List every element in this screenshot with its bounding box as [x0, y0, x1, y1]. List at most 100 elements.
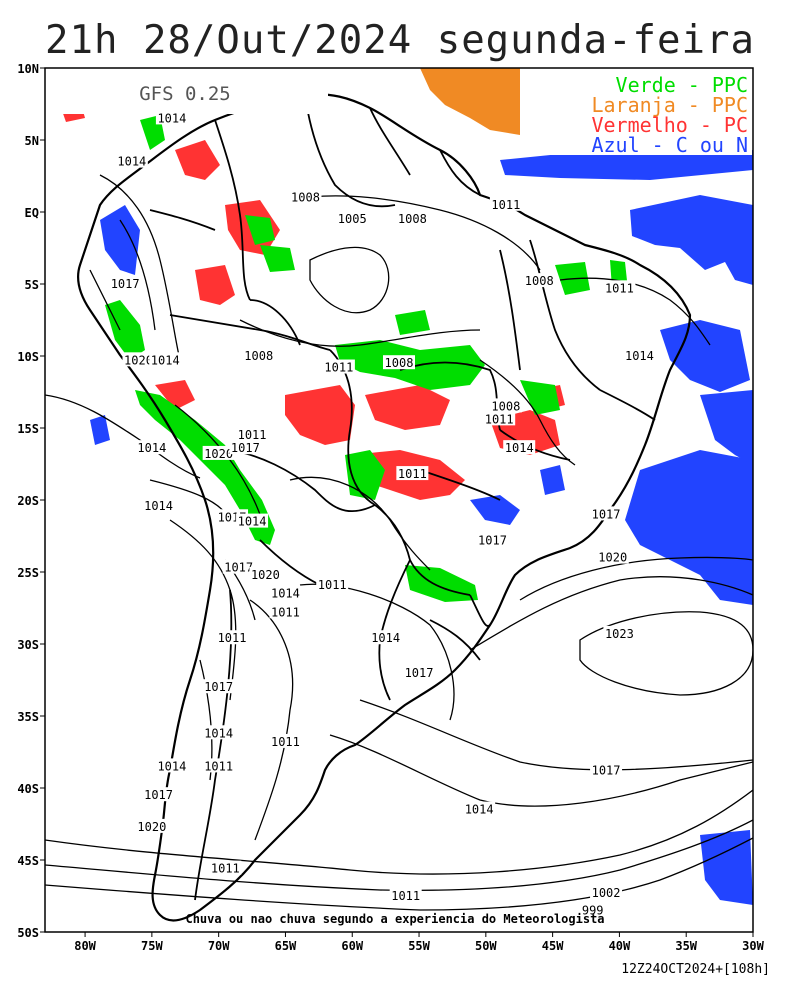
lat-tick-label: 30S	[17, 638, 39, 652]
isobar-label-bg	[463, 801, 496, 816]
map-title: 21h 28/Out/2024 segunda-feira	[45, 18, 755, 63]
isobar-label: 1020	[598, 551, 627, 565]
isobar-label: 1014	[204, 726, 233, 740]
isobar-label-bg	[603, 625, 636, 640]
run-info: 12Z24OCT2024+[108h]	[621, 962, 770, 977]
isobar-label-bg	[316, 576, 349, 591]
isobar-line	[45, 837, 753, 911]
precip-area-blue	[470, 495, 520, 525]
isobar-label-bg	[115, 153, 148, 168]
isobar-label-bg	[236, 513, 269, 528]
isobar-label: 1023	[605, 627, 634, 641]
border-line	[229, 449, 376, 513]
continent-outline	[76, 93, 692, 922]
isobar-line	[174, 404, 263, 521]
isobar-line	[249, 599, 294, 841]
isobar-line	[239, 319, 481, 347]
lon-tick-label: 55W	[408, 939, 430, 953]
model-label-box	[48, 72, 328, 114]
footer-caption: Chuva ou nao chuva segundo a experiencia…	[185, 912, 604, 926]
isobar-label: 1011	[605, 281, 634, 295]
border-line	[599, 389, 656, 421]
precip-area-red	[285, 385, 355, 445]
isobar-lines	[45, 174, 753, 911]
isobar-label-bg	[142, 787, 175, 802]
isobar-line	[469, 576, 753, 651]
precip-area-blue	[500, 150, 753, 180]
isobar-label: 1014	[505, 441, 534, 455]
border-line	[249, 299, 301, 346]
isobar-label: 1011	[398, 467, 427, 481]
isobar-label-bg	[396, 211, 429, 226]
isobar-label: 1005	[338, 212, 367, 226]
isobar-line	[45, 819, 753, 891]
lat-tick-label: EQ	[25, 206, 39, 220]
precip-area-blue	[625, 450, 753, 605]
border-line	[149, 209, 216, 231]
isobar-label: 1014	[157, 759, 186, 773]
isobar-label-bg	[222, 559, 255, 574]
lon-tick-label: 50W	[475, 939, 497, 953]
isobar-label: 999	[582, 903, 604, 917]
precip-area-green	[260, 245, 295, 272]
isobar-label-bg	[155, 110, 188, 125]
longitude-axis: 80W 75W 70W 65W 60W 55W 50W 45W 40W 35W 30W	[74, 932, 765, 953]
border-line	[259, 539, 321, 586]
isobar-label: 1011	[391, 889, 420, 903]
isobar-label: 1014	[465, 803, 494, 817]
lat-tick-label: 10N	[17, 62, 39, 76]
isobar-label: 1011	[238, 428, 267, 442]
isobar-label-bg	[122, 352, 155, 367]
isobar-label-bg	[149, 352, 182, 367]
isobar-label: 1014	[117, 155, 146, 169]
isobar-label-bg	[389, 888, 422, 902]
isobar-label: 1011	[491, 198, 520, 212]
precip-area-blue	[630, 195, 753, 285]
border-line	[529, 239, 601, 391]
isobar-label-bg	[523, 273, 556, 288]
border-line	[304, 94, 396, 208]
isobar-label: 1002	[592, 886, 621, 900]
precip-area-blue	[700, 830, 753, 905]
isobar-label: 1008	[491, 399, 520, 413]
isobar-label: 1014	[271, 587, 300, 601]
lat-tick-label: 5S	[25, 278, 39, 292]
border-line	[169, 314, 331, 351]
isobar-label: 1008	[525, 274, 554, 288]
isobar-label-bg	[202, 445, 235, 460]
precip-area-orange	[420, 68, 520, 135]
precip-area-green	[245, 215, 275, 245]
lon-tick-label: 80W	[74, 939, 96, 953]
isobar-label: 1014	[371, 631, 400, 645]
isobar-label-bg	[209, 860, 242, 875]
isobar-label-bg	[229, 440, 262, 455]
isobar-label: 1008	[291, 191, 320, 205]
border-line	[499, 249, 521, 371]
isobar-label: 1008	[385, 356, 414, 370]
isobar-line	[359, 699, 753, 771]
lon-tick-label: 70W	[208, 939, 230, 953]
legend-entry: Azul - C ou N	[591, 133, 748, 157]
lat-tick-label: 20S	[17, 494, 39, 508]
border-line	[419, 469, 501, 501]
isobar-label-bg	[269, 585, 302, 600]
legend-entry: Vermelho - PC	[591, 113, 748, 137]
isobar-line	[119, 219, 156, 331]
lon-tick-label: 40W	[609, 939, 631, 953]
isobar-label-bg	[383, 355, 415, 370]
isobar-label-bg	[590, 762, 623, 777]
precip-area-red	[365, 385, 450, 430]
precip-area-green	[395, 310, 430, 335]
isobar-label: 1020	[124, 353, 153, 367]
isobar-label: 1017	[204, 680, 233, 694]
isobar-label: 1011	[318, 578, 347, 592]
isobar-line	[329, 734, 753, 807]
isobar-label-bg	[269, 733, 302, 748]
isobar-label: 1011	[485, 412, 514, 426]
isobar-label-bg	[269, 604, 302, 619]
lat-tick-label: 25S	[17, 566, 39, 580]
precip-area-green	[345, 450, 385, 500]
isobar-label-bg	[216, 630, 249, 645]
